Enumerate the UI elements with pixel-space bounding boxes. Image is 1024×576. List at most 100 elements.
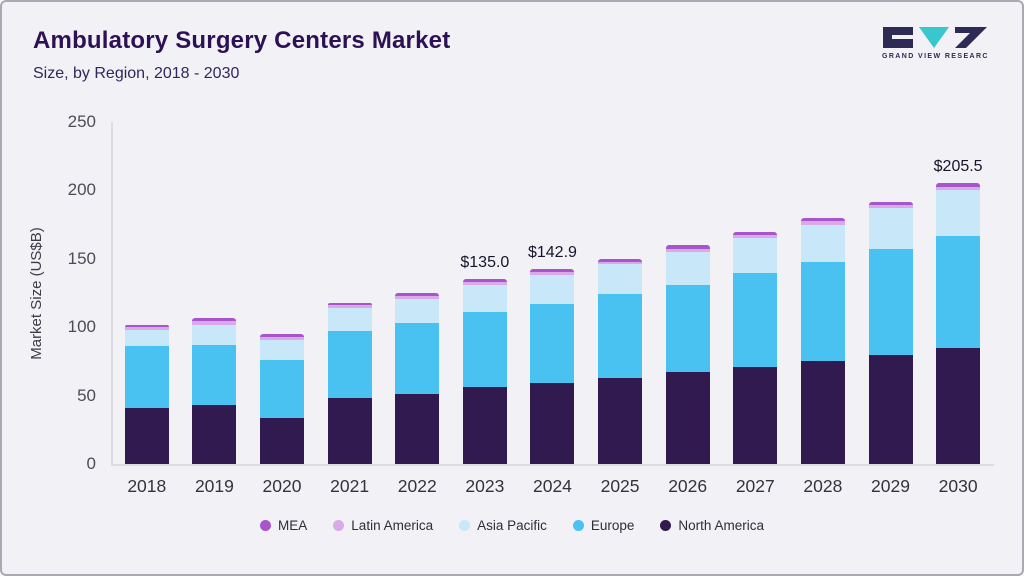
- segment-europe: [733, 272, 778, 367]
- x-axis-line: [111, 464, 994, 466]
- legend-dot: [660, 520, 672, 531]
- y-axis-title: Market Size (US$B): [27, 226, 45, 360]
- page-title: Ambulatory Surgery Centers Market: [33, 27, 451, 54]
- segment-europe: [462, 312, 507, 388]
- segment-asia-pacific: [462, 284, 507, 313]
- bar-total-label: $135.0: [460, 254, 510, 272]
- segment-north-america: [192, 405, 237, 464]
- segment-asia-pacific: [124, 329, 169, 347]
- segment-north-america: [124, 407, 169, 464]
- segment-north-america: [395, 394, 440, 464]
- segment-asia-pacific: [530, 274, 575, 305]
- legend-label: MEA: [278, 518, 308, 533]
- bar-2023: $135.0: [451, 122, 519, 464]
- x-axis-label: 2025: [600, 476, 640, 496]
- x-axis-ticks: 2018 2019 2020 2021 2022 2023 2024 2025 2026 2027…: [113, 476, 992, 497]
- segment-latin-america: [665, 248, 710, 252]
- segment-asia-pacific: [260, 339, 305, 360]
- chart-header: Ambulatory Surgery Centers Market Size, …: [33, 27, 450, 83]
- segment-latin-america: [936, 186, 981, 191]
- x-axis-label: 2030: [938, 476, 978, 496]
- segment-north-america: [868, 354, 913, 464]
- x-axis-label: 2020: [262, 476, 302, 496]
- y-tick: 200: [67, 180, 96, 200]
- segment-north-america: [598, 377, 643, 464]
- segment-mea: [800, 217, 845, 222]
- stacked-bar-plot-area: $135.0 $142.9 $205.5: [113, 122, 992, 464]
- y-tick: 150: [67, 248, 96, 268]
- segment-asia-pacific: [868, 208, 913, 250]
- segment-north-america: [530, 383, 575, 464]
- legend-item-europe: Europe: [572, 518, 635, 533]
- segment-mea: [327, 302, 372, 306]
- y-axis-ticks: 0 50 100 150 200 250: [54, 112, 102, 473]
- segment-north-america: [936, 347, 981, 464]
- x-axis-label: 2021: [330, 476, 370, 496]
- segment-europe: [800, 261, 845, 362]
- logo-icon: GRAND VIEW RESEARCH: [882, 27, 994, 60]
- y-tick: 100: [67, 317, 96, 337]
- segment-europe: [192, 345, 237, 406]
- y-tick: 250: [67, 112, 96, 131]
- segment-asia-pacific: [733, 238, 778, 273]
- segment-mea: [598, 258, 643, 262]
- segment-europe: [665, 284, 710, 373]
- segment-latin-america: [733, 234, 778, 239]
- bar-2030: $205.5: [924, 122, 992, 464]
- legend-label: Latin America: [351, 518, 434, 533]
- legend-dot: [260, 520, 272, 531]
- segment-europe: [327, 331, 372, 399]
- segment-latin-america: [124, 327, 169, 330]
- segment-latin-america: [868, 204, 913, 209]
- logo-brand-text: GRAND VIEW RESEARCH: [882, 53, 989, 60]
- y-tick: 0: [86, 454, 96, 473]
- x-axis-label: 2023: [465, 476, 505, 496]
- x-axis-label: 2019: [194, 476, 234, 496]
- grand-view-research-logo: GRAND VIEW RESEARCH: [881, 25, 994, 68]
- legend-dot: [333, 520, 345, 531]
- page-subtitle: Size, by Region, 2018 - 2030: [33, 65, 240, 82]
- legend-dot: [459, 520, 471, 531]
- segment-asia-pacific: [800, 224, 845, 262]
- segment-north-america: [665, 372, 710, 464]
- bar-2022: [383, 122, 451, 464]
- segment-mea: [395, 293, 440, 296]
- segment-north-america: [260, 417, 305, 464]
- bar-total-label: $142.9: [527, 243, 577, 261]
- segment-asia-pacific: [192, 324, 237, 346]
- segment-europe: [260, 360, 305, 418]
- bar-2027: [721, 122, 789, 464]
- legend-label: North America: [678, 518, 764, 533]
- segment-mea: [936, 182, 981, 187]
- legend-label: Asia Pacific: [477, 518, 547, 533]
- segment-asia-pacific: [395, 298, 440, 324]
- segment-mea: [530, 268, 575, 272]
- x-axis-label: 2024: [532, 476, 572, 496]
- bar-2020: [248, 122, 316, 464]
- legend-item-mea: MEA: [260, 518, 307, 533]
- segment-europe: [530, 304, 575, 384]
- segment-north-america: [462, 387, 507, 464]
- segment-europe: [598, 294, 643, 378]
- segment-europe: [868, 249, 913, 355]
- segment-latin-america: [395, 295, 440, 299]
- x-axis-label: 2022: [397, 476, 437, 496]
- segment-europe: [395, 323, 440, 395]
- segment-mea: [124, 324, 169, 328]
- segment-north-america: [327, 398, 372, 464]
- y-axis-line: [111, 122, 113, 466]
- segment-latin-america: [327, 305, 372, 309]
- legend-label: Europe: [590, 518, 635, 533]
- bar-2019: [181, 122, 249, 464]
- segment-europe: [936, 235, 981, 348]
- segment-mea: [665, 245, 710, 249]
- legend-item-asia-pacific: Asia Pacific: [459, 518, 547, 533]
- segment-mea: [260, 334, 305, 337]
- segment-latin-america: [530, 271, 575, 275]
- segment-mea: [733, 231, 778, 235]
- x-axis-label: 2029: [871, 476, 910, 496]
- chart-legend: MEA Latin America Asia Pacific Europe North …: [2, 518, 1022, 533]
- segment-latin-america: [462, 282, 507, 285]
- segment-asia-pacific: [327, 308, 372, 332]
